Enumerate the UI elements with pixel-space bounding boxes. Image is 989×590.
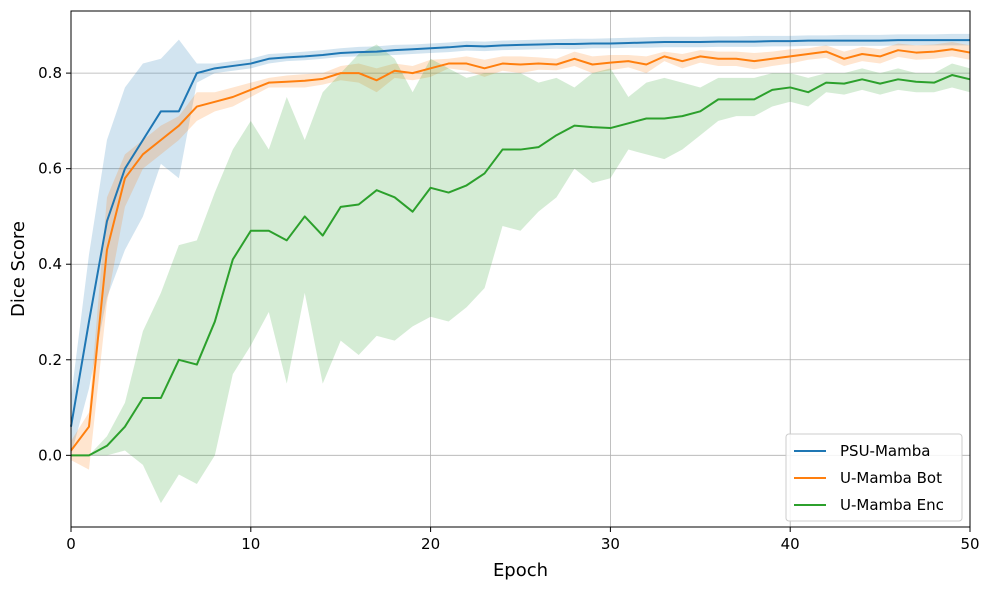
series-line (70, 39, 970, 427)
x-tick-label: 50 (960, 535, 979, 553)
x-tick-label: 10 (241, 535, 260, 553)
series-line (70, 48, 971, 452)
legend-label: U-Mamba Bot (840, 469, 942, 487)
x-tick-label: 20 (421, 535, 440, 553)
x-tick-label: 40 (781, 535, 800, 553)
x-tick-label: 30 (601, 535, 620, 553)
y-tick-label: 0.8 (38, 64, 62, 82)
legend-box (785, 433, 963, 522)
y-tick-label: 0.2 (38, 351, 62, 369)
confidence-band (71, 44, 970, 504)
legend-item: U-Mamba Enc (794, 496, 944, 514)
y-tick-label: 0.4 (38, 255, 62, 273)
legend-label: PSU-Mamba (840, 442, 930, 460)
legend-item: U-Mamba Bot (794, 469, 942, 487)
axis-ticks: 0 10 20 30 40 50 0.0 0.2 0.4 0.6 0.8 (38, 64, 979, 553)
y-tick-label: 0.6 (38, 160, 62, 178)
legend-label: U-Mamba Enc (840, 496, 944, 514)
x-tick-label: 0 (66, 535, 76, 553)
y-tick-label: 0.0 (38, 446, 62, 464)
legend-item: PSU-Mamba (794, 442, 930, 460)
legend: PSU-Mamba U-Mamba Bot U-Mamba Enc (785, 433, 963, 522)
series-lines (70, 39, 971, 457)
confidence-bands (71, 33, 970, 504)
y-axis-title: Dice Score (8, 221, 29, 317)
series-line (71, 74, 971, 457)
plot-frame (70, 10, 971, 528)
confidence-band (71, 33, 970, 456)
x-axis-title: Epoch (493, 560, 548, 581)
